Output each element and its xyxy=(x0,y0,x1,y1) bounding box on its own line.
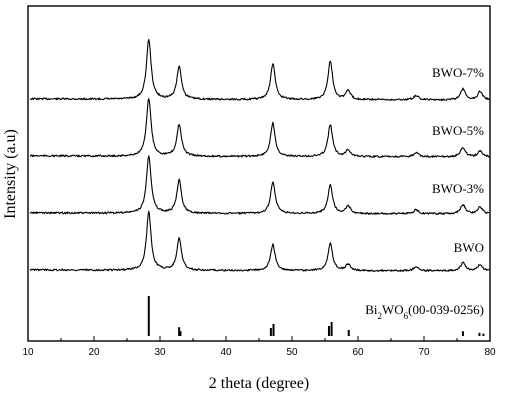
series-label-1: BWO-5% xyxy=(432,123,484,138)
x-tick-label: 20 xyxy=(88,347,100,358)
reference-label-part: WO xyxy=(382,302,404,317)
x-tick-label: 80 xyxy=(484,347,496,358)
series-label-0: BWO-7% xyxy=(432,65,484,80)
series-line-3 xyxy=(29,210,490,272)
reference-label-part: Bi xyxy=(365,302,378,317)
x-axis: 10 20 30 40 50 60 70 80 xyxy=(22,336,496,358)
y-axis-title: Intensity (a.u) xyxy=(2,129,19,219)
reference-label-part: 2 xyxy=(378,311,383,321)
series-line-0 xyxy=(29,38,490,101)
reference-label: Bi2WO6(00-039-0256) xyxy=(365,302,484,321)
series-label-3: BWO xyxy=(454,240,484,255)
reference-layer xyxy=(147,296,485,336)
series-layer xyxy=(29,38,490,272)
reference-label-part: (00-039-0256) xyxy=(408,302,484,317)
plot-frame xyxy=(27,5,491,342)
x-tick-label: 70 xyxy=(418,347,430,358)
series-label-2: BWO-3% xyxy=(432,181,484,196)
x-tick-label: 10 xyxy=(22,347,34,358)
x-tick-label: 40 xyxy=(220,347,232,358)
x-tick-label: 50 xyxy=(286,347,298,358)
x-tick-label: 60 xyxy=(352,347,364,358)
reference-label-part: 6 xyxy=(404,311,409,321)
x-axis-title: 2 theta (degree) xyxy=(209,375,309,392)
series-line-2 xyxy=(29,155,490,216)
x-tick-label: 30 xyxy=(154,347,166,358)
series-line-1 xyxy=(29,98,490,159)
label-layer: BWO-7% BWO-5% BWO-3% BWO Bi2WO6(00-039-0256) xyxy=(365,65,484,321)
